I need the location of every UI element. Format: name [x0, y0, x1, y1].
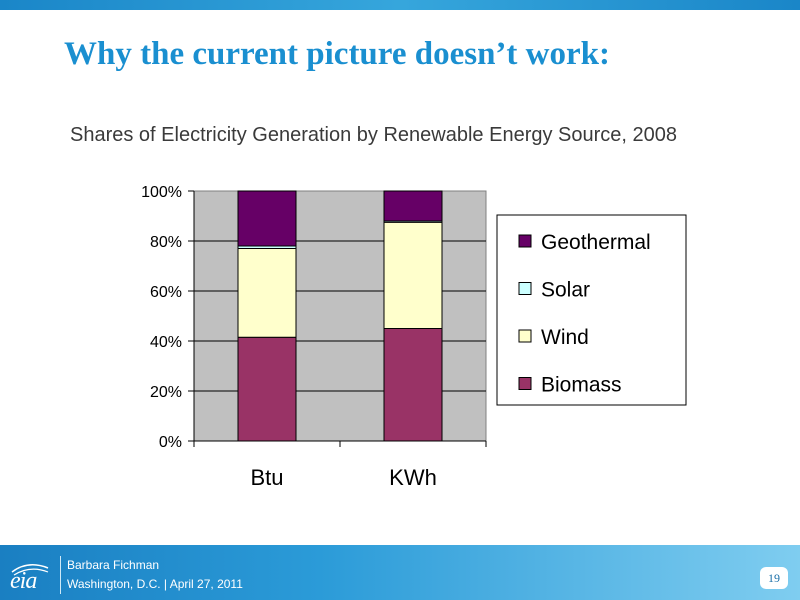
- footer-bar: [0, 545, 800, 600]
- y-tick-label: 80%: [150, 234, 182, 251]
- legend-swatch-biomass: [518, 377, 532, 390]
- legend-swatch-wind: [518, 329, 532, 343]
- legend-swatch-geothermal: [518, 234, 532, 248]
- bar-wind-btu: [237, 248, 297, 338]
- footer-divider: [60, 556, 61, 594]
- x-tick-label: KWh: [389, 465, 437, 490]
- chart-title: Shares of Electricity Generation by Rene…: [70, 124, 678, 146]
- x-tick-label: Btu: [250, 465, 283, 490]
- eia-logo-text: eia: [10, 568, 37, 594]
- bar-wind-kwh: [383, 221, 443, 329]
- stacked-bar-chart: 0% 20% 40% 60% 80% 100% Btu KWh Geothermal Solar W…: [141, 184, 687, 490]
- legend-label: Geothermal: [541, 231, 651, 254]
- y-tick-label: 100%: [141, 184, 182, 201]
- top-accent-bar: [0, 0, 800, 10]
- bar-biomass-kwh: [383, 328, 443, 442]
- page-number: 19: [760, 567, 788, 589]
- slide-title: Why the current picture doesn’t work:: [64, 36, 610, 72]
- legend-label: Biomass: [541, 374, 622, 397]
- footer-location-date: Washington, D.C. | April 27, 2011: [67, 577, 243, 591]
- bar-geothermal-kwh: [383, 190, 443, 222]
- y-tick-label: 60%: [150, 284, 182, 301]
- legend-label: Solar: [541, 279, 590, 302]
- bar-geothermal-btu: [237, 190, 297, 247]
- y-tick-label: 40%: [150, 334, 182, 351]
- eia-logo-icon: [11, 564, 49, 576]
- y-tick-label: 20%: [150, 384, 182, 401]
- bar-biomass-btu: [237, 336, 297, 442]
- footer-author: Barbara Fichman: [67, 558, 160, 572]
- legend-label: Wind: [541, 326, 589, 349]
- legend-swatch-solar: [518, 282, 532, 295]
- y-tick-label: 0%: [159, 434, 182, 451]
